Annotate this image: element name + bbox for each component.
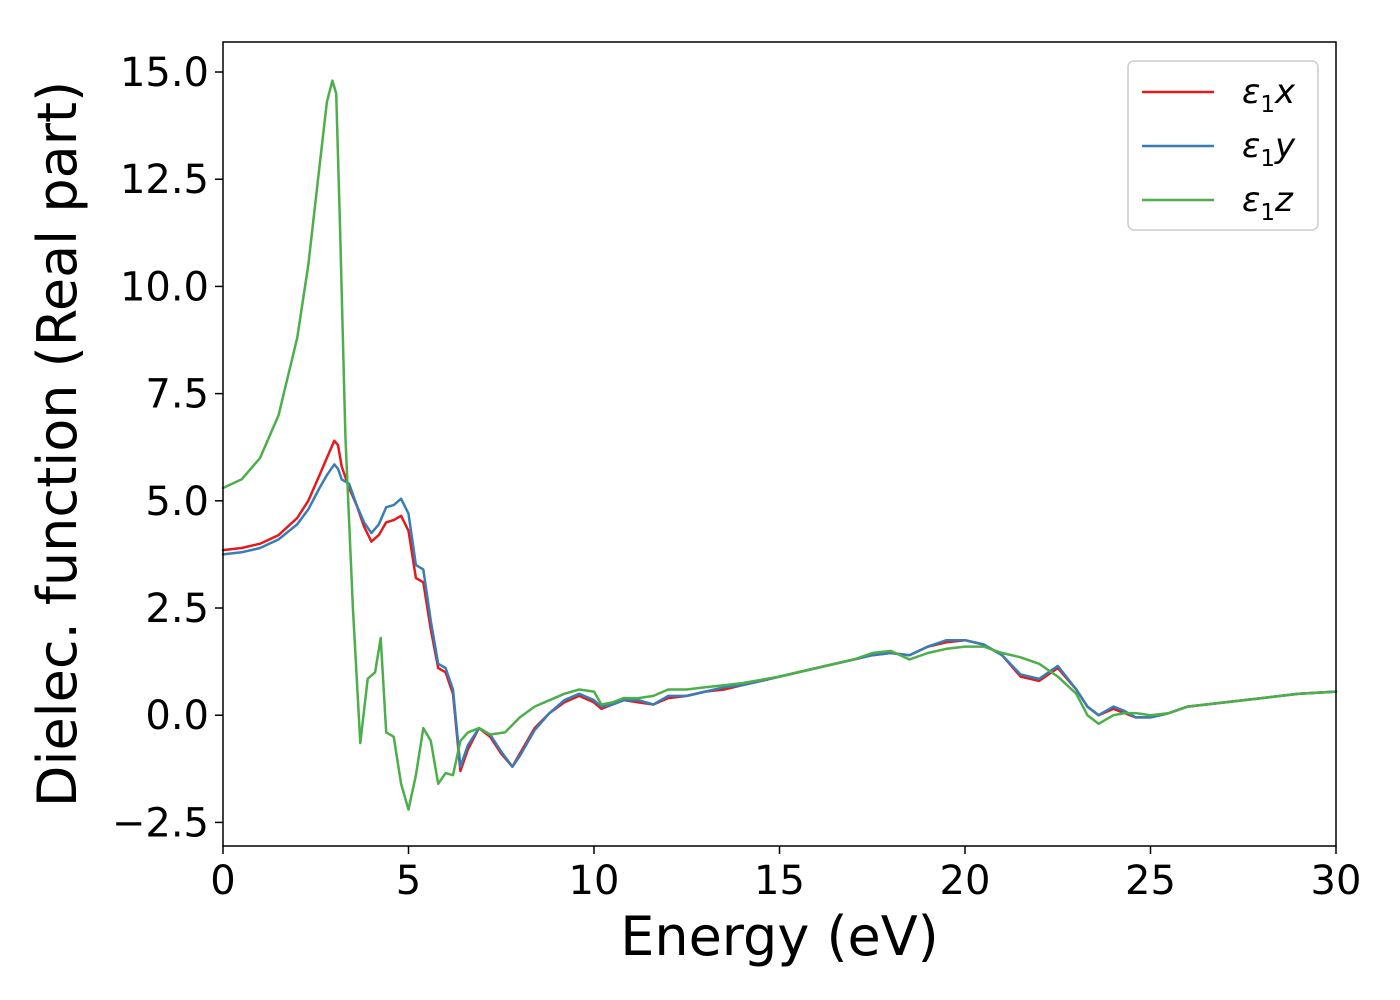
y-tick-label: −2.5 (112, 800, 209, 846)
x-tick-label: 0 (210, 858, 235, 904)
x-axis-label: Energy (eV) (620, 905, 939, 968)
legend-label-y: ε1y (1242, 126, 1296, 172)
y-axis-label: Dielec. function (Real part) (26, 81, 89, 807)
x-axis-ticks: 0 5 10 15 20 25 30 (210, 846, 1361, 904)
x-tick-label: 20 (940, 858, 991, 904)
y-tick-label: 0.0 (145, 693, 209, 739)
y-tick-label: 7.5 (145, 372, 209, 418)
legend-label-z: ε1z (1242, 180, 1294, 226)
legend-box (1127, 60, 1319, 231)
series-line-x (221, 439, 1338, 773)
x-tick-label: 5 (396, 858, 421, 904)
legend-label-x: ε1x (1242, 72, 1296, 118)
x-tick-label: 25 (1125, 858, 1176, 904)
series-line-z (221, 79, 1338, 811)
legend: ε1x ε1y ε1z (1127, 60, 1319, 231)
y-tick-label: 2.5 (145, 586, 209, 632)
x-tick-label: 10 (569, 858, 620, 904)
y-tick-label: 10.0 (120, 264, 209, 310)
y-tick-label: 15.0 (120, 50, 209, 96)
x-tick-label: 30 (1311, 858, 1362, 904)
y-tick-label: 12.5 (120, 157, 209, 203)
y-axis-ticks: −2.5 0.0 2.5 5.0 7.5 10.0 12.5 15.0 (112, 50, 223, 846)
plot-content (221, 79, 1338, 811)
y-tick-label: 5.0 (145, 479, 209, 525)
x-tick-label: 15 (754, 858, 805, 904)
series-line-y (221, 463, 1338, 768)
